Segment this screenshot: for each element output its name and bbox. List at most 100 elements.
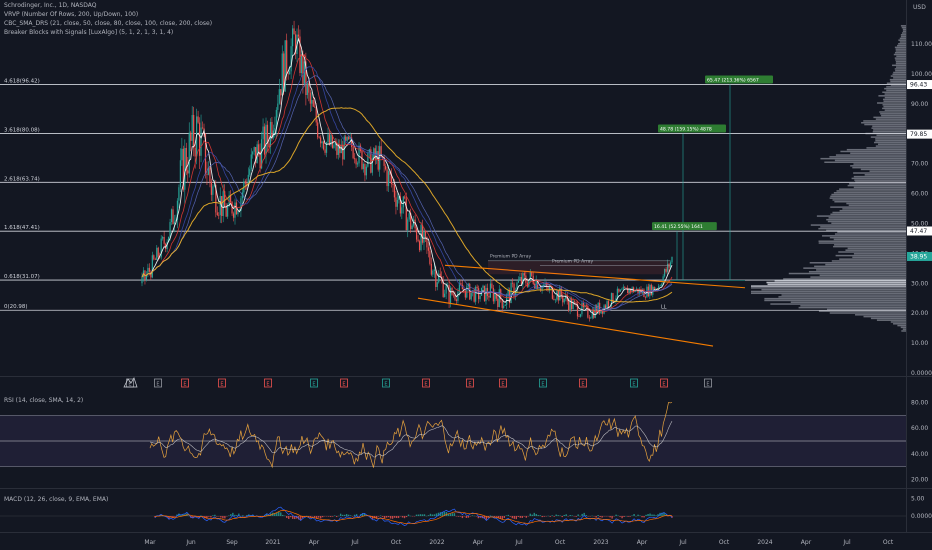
macd-hist-bar <box>276 512 278 516</box>
volume-bar <box>839 209 906 212</box>
volume-bar <box>883 100 906 102</box>
macd-hist-bar <box>294 516 296 520</box>
candle-body <box>141 277 143 284</box>
volume-bar <box>810 276 906 278</box>
signal-letter: E <box>706 382 709 388</box>
candle-body <box>190 132 192 141</box>
volume-bar <box>824 161 906 163</box>
candle-body <box>415 228 418 240</box>
candle-body <box>231 201 233 214</box>
chart-logo-icon <box>123 377 138 388</box>
volume-bar <box>875 118 906 120</box>
macd-hist-bar <box>321 516 324 518</box>
candle-body <box>258 144 260 152</box>
time-tick-label: Sep <box>226 539 238 546</box>
volume-bar <box>751 292 906 295</box>
macd-hist-bar <box>537 515 539 516</box>
candle-body <box>340 144 342 154</box>
candle-body <box>439 273 441 277</box>
macd-hist-bar <box>172 516 174 518</box>
candle-body <box>207 167 210 175</box>
candle-body <box>460 282 462 285</box>
indicator-sma[interactable]: CBC_SMA_DRS (21, close, 50, close, 80, c… <box>4 20 213 27</box>
macd-hist-bar <box>393 516 396 518</box>
volume-bar <box>803 267 906 269</box>
candle-body <box>429 250 431 264</box>
breaker-signal-marker <box>579 378 587 388</box>
macd-hist-bar <box>274 513 276 516</box>
candle-body <box>510 282 512 304</box>
candle-body <box>345 136 347 141</box>
candle-body <box>582 302 585 308</box>
macd-hist-bar <box>477 516 480 519</box>
candle-body <box>352 146 354 159</box>
macd-hist-bar <box>335 516 338 518</box>
candle-body <box>591 309 593 318</box>
macd-hist-bar <box>637 514 639 516</box>
candle-body <box>433 269 435 271</box>
candle-body <box>160 238 162 258</box>
candle-body <box>294 34 297 54</box>
macd-hist-bar <box>653 514 655 516</box>
candle-body <box>225 207 227 217</box>
candle-body <box>328 134 331 145</box>
volume-bar <box>875 139 906 142</box>
macd-hist-bar <box>493 516 496 517</box>
macd-hist-bar <box>206 516 208 519</box>
macd-hist-bar <box>575 516 577 517</box>
macd-hist-bar <box>300 516 302 521</box>
price-tag-label: 38.95 <box>910 253 927 260</box>
macd-hist-bar <box>629 516 631 517</box>
candle-body <box>373 148 375 159</box>
candle-body <box>399 196 401 214</box>
candle-body <box>169 222 171 237</box>
candle-body <box>163 236 165 244</box>
volume-bar <box>751 285 906 287</box>
volume-bar <box>810 224 906 226</box>
volume-bar <box>893 71 906 74</box>
candle-body <box>612 293 614 303</box>
candle-body <box>218 215 220 216</box>
candle-body <box>497 298 499 308</box>
macd-hist-bar <box>341 514 344 516</box>
candle-body <box>436 282 438 287</box>
signal-box <box>264 378 272 388</box>
breaker-signal-marker <box>499 378 507 388</box>
macd-hist-bar <box>230 514 232 516</box>
candle-body <box>478 288 480 300</box>
volume-bar <box>839 258 906 260</box>
indicator-vrvp[interactable]: VRVP (Number Of Rows, 200, Up/Down, 100) <box>4 11 139 18</box>
price-tick-label: 50.00 <box>911 220 928 227</box>
volume-bar <box>869 170 906 172</box>
macd-signal-line <box>154 509 673 525</box>
volume-bar <box>783 278 906 280</box>
candle-body <box>198 122 201 156</box>
signal-box <box>218 378 226 388</box>
fib-level-label: 0.618(31.07) <box>4 274 40 280</box>
candle-body <box>187 170 189 174</box>
volume-bar <box>828 217 906 219</box>
candle-body <box>342 144 344 160</box>
candle-body <box>634 290 636 293</box>
candle-body <box>291 28 294 47</box>
price-tick-label: 60.00 <box>911 191 928 198</box>
candle-body <box>309 92 311 104</box>
indicator-breaker[interactable]: Breaker Blocks with Signals [LuxAlgo] (5… <box>4 29 174 36</box>
volume-bar <box>894 46 906 49</box>
candle-body <box>438 273 440 283</box>
volume-bar <box>818 240 906 242</box>
volume-bar <box>830 206 906 208</box>
price-tag <box>907 226 932 236</box>
candle-body <box>209 167 211 182</box>
candle-body <box>266 124 269 144</box>
macd-hist-bar <box>549 516 551 517</box>
candle-body <box>256 144 258 164</box>
candle-body <box>423 231 425 243</box>
candle-body <box>327 134 329 143</box>
fib-level-label: 2.618(63.74) <box>4 176 40 182</box>
volume-bar <box>861 122 906 124</box>
volume-bar <box>855 314 906 316</box>
candle-body <box>147 267 149 275</box>
macd-hist-bar <box>329 516 332 517</box>
